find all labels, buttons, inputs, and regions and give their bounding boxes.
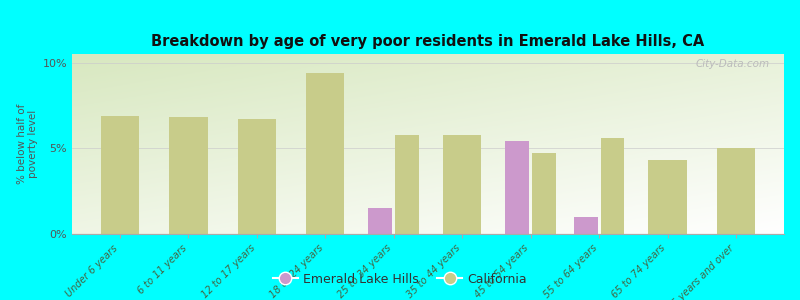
- Bar: [369, 208, 393, 234]
- Bar: [170, 117, 207, 234]
- Y-axis label: % below half of
poverty level: % below half of poverty level: [17, 104, 38, 184]
- Bar: [532, 153, 556, 234]
- Bar: [717, 148, 755, 234]
- Bar: [649, 160, 686, 234]
- Bar: [443, 135, 482, 234]
- Bar: [101, 116, 139, 234]
- Bar: [395, 135, 419, 234]
- Bar: [306, 73, 345, 234]
- Bar: [506, 141, 530, 234]
- Bar: [238, 119, 276, 234]
- Text: City-Data.com: City-Data.com: [696, 59, 770, 69]
- Title: Breakdown by age of very poor residents in Emerald Lake Hills, CA: Breakdown by age of very poor residents …: [151, 34, 705, 49]
- Bar: [574, 217, 598, 234]
- Legend: Emerald Lake Hills, California: Emerald Lake Hills, California: [268, 268, 532, 291]
- Bar: [601, 138, 625, 234]
